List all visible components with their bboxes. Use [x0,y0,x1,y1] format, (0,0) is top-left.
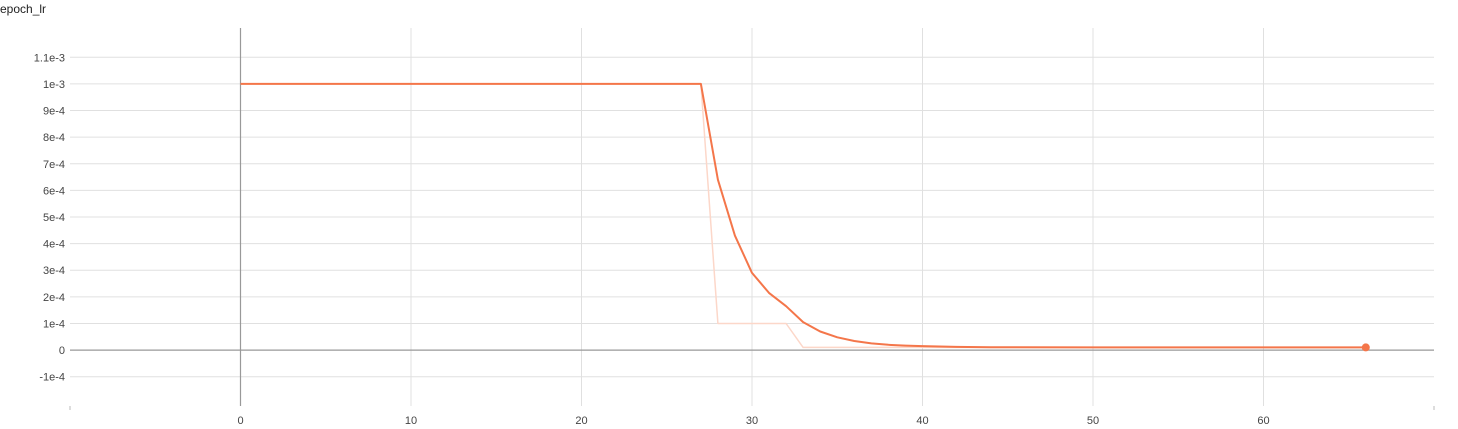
y-tick-label: -1e-4 [39,372,65,384]
y-tick-label: 4e-4 [43,239,65,251]
x-tick-label: 50 [1087,415,1099,427]
x-tick-label: 60 [1257,415,1269,427]
raw-series-line [240,83,1366,349]
series-lines [240,82,1370,352]
y-tick-label: 1.1e-3 [34,52,65,64]
x-tick-label: 40 [916,415,928,427]
y-tick-label: 1e-3 [43,79,65,91]
y-tick-label: 5e-4 [43,212,65,224]
axes [69,28,1435,410]
y-tick-label: 1e-4 [43,318,65,330]
grid-lines [70,28,1434,406]
last-point-marker[interactable] [1361,343,1370,352]
chart-title: epoch_lr [0,2,47,16]
x-tick-label: 20 [575,415,587,427]
y-tick-label: 9e-4 [43,106,65,118]
x-tick-label: 30 [746,415,758,427]
x-tick-label: 0 [237,415,243,427]
x-tick-label: 10 [405,415,417,427]
y-tick-label: 7e-4 [43,159,65,171]
y-tick-label: 2e-4 [43,292,65,304]
tick-labels: -1e-4 0 1e-4 2e-4 3e-4 4e-4 5e-4 6e-4 7e-4 8e-4 9e… [34,52,1270,427]
smoothed-series-line [240,82,1366,349]
y-tick-label: 6e-4 [43,185,65,197]
y-tick-label: 0 [59,345,65,357]
y-tick-label: 3e-4 [43,265,65,277]
y-tick-label: 8e-4 [43,132,65,144]
